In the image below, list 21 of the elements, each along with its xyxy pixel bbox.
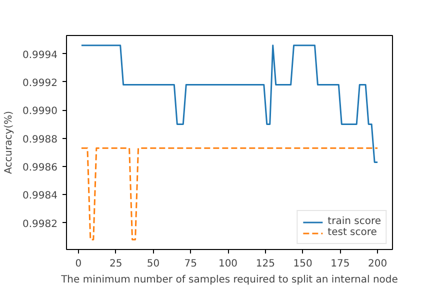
legend-label: test score: [328, 227, 377, 238]
x-tick-label: 175: [330, 258, 350, 270]
x-tick-label: 0: [75, 258, 82, 270]
x-tick-label: 75: [184, 258, 197, 270]
y-tick-label: 0.9984: [22, 190, 58, 202]
y-tick-label: 0.9986: [22, 162, 58, 174]
x-tick-label: 50: [146, 258, 160, 270]
y-tick-label: 0.9990: [22, 106, 58, 118]
x-tick-label: 125: [256, 258, 275, 270]
line-series: [80, 44, 378, 163]
y-tick-label: 0.9982: [22, 218, 58, 230]
x-tick-label: 150: [293, 258, 312, 270]
x-tick-label: 200: [368, 258, 388, 270]
legend-label: train score: [328, 216, 381, 227]
y-tick-label: 0.9994: [22, 50, 58, 61]
y-tick-label: 0.9992: [22, 78, 58, 89]
x-tick-label: 100: [218, 258, 238, 270]
y-tick-label: 0.9988: [22, 134, 58, 146]
y-axis-title: Accuracy(%): [4, 110, 15, 174]
x-axis-title: The minimum number of samples required to split an internal node: [60, 274, 398, 286]
x-tick-label: 25: [109, 258, 122, 270]
